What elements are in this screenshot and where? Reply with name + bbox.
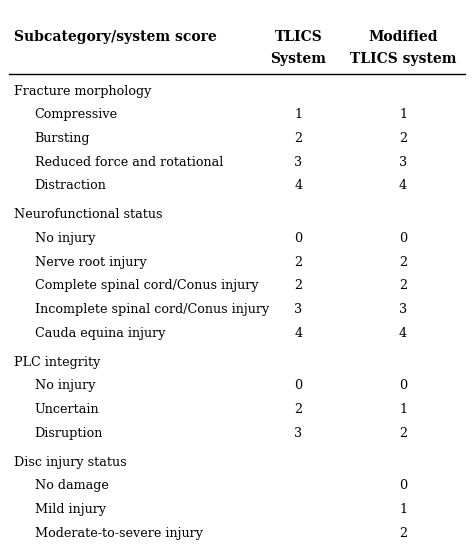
Text: 2: 2 bbox=[399, 427, 407, 440]
Text: 2: 2 bbox=[294, 132, 302, 145]
Text: 2: 2 bbox=[399, 279, 407, 292]
Text: 3: 3 bbox=[294, 427, 302, 440]
Text: 4: 4 bbox=[399, 326, 407, 340]
Text: Moderate-to-severe injury: Moderate-to-severe injury bbox=[35, 527, 202, 540]
Text: No injury: No injury bbox=[35, 380, 95, 393]
Text: 4: 4 bbox=[399, 179, 407, 193]
Text: 1: 1 bbox=[294, 109, 302, 122]
Text: 1: 1 bbox=[399, 503, 407, 516]
Text: Reduced force and rotational: Reduced force and rotational bbox=[35, 156, 223, 169]
Text: 3: 3 bbox=[399, 303, 407, 316]
Text: Neurofunctional status: Neurofunctional status bbox=[14, 208, 163, 221]
Text: Subcategory/system score: Subcategory/system score bbox=[14, 30, 217, 44]
Text: 0: 0 bbox=[399, 232, 407, 245]
Text: Nerve root injury: Nerve root injury bbox=[35, 256, 146, 269]
Text: No damage: No damage bbox=[35, 479, 109, 492]
Text: 4: 4 bbox=[294, 326, 302, 340]
Text: Disruption: Disruption bbox=[35, 427, 103, 440]
Text: Fracture morphology: Fracture morphology bbox=[14, 85, 151, 98]
Text: Cauda equina injury: Cauda equina injury bbox=[35, 326, 165, 340]
Text: 1: 1 bbox=[399, 403, 407, 416]
Text: 2: 2 bbox=[399, 256, 407, 269]
Text: 1: 1 bbox=[399, 109, 407, 122]
Text: 0: 0 bbox=[294, 380, 302, 393]
Text: Mild injury: Mild injury bbox=[35, 503, 106, 516]
Text: 0: 0 bbox=[399, 380, 407, 393]
Text: Disc injury status: Disc injury status bbox=[14, 456, 127, 469]
Text: 3: 3 bbox=[399, 156, 407, 169]
Text: Uncertain: Uncertain bbox=[35, 403, 99, 416]
Text: TLICS: TLICS bbox=[274, 30, 322, 44]
Text: 0: 0 bbox=[294, 232, 302, 245]
Text: 4: 4 bbox=[294, 179, 302, 193]
Text: 2: 2 bbox=[294, 279, 302, 292]
Text: 2: 2 bbox=[399, 132, 407, 145]
Text: 3: 3 bbox=[294, 303, 302, 316]
Text: PLC integrity: PLC integrity bbox=[14, 356, 100, 368]
Text: Distraction: Distraction bbox=[35, 179, 106, 193]
Text: Incomplete spinal cord/Conus injury: Incomplete spinal cord/Conus injury bbox=[35, 303, 269, 316]
Text: Complete spinal cord/Conus injury: Complete spinal cord/Conus injury bbox=[35, 279, 258, 292]
Text: Modified: Modified bbox=[368, 30, 438, 44]
Text: No injury: No injury bbox=[35, 232, 95, 245]
Text: 3: 3 bbox=[294, 156, 302, 169]
Text: 2: 2 bbox=[294, 403, 302, 416]
Text: 2: 2 bbox=[294, 256, 302, 269]
Text: Compressive: Compressive bbox=[35, 109, 118, 122]
Text: Bursting: Bursting bbox=[35, 132, 90, 145]
Text: TLICS system: TLICS system bbox=[350, 52, 456, 66]
Text: 2: 2 bbox=[399, 527, 407, 540]
Text: System: System bbox=[271, 52, 327, 66]
Text: 0: 0 bbox=[399, 479, 407, 492]
